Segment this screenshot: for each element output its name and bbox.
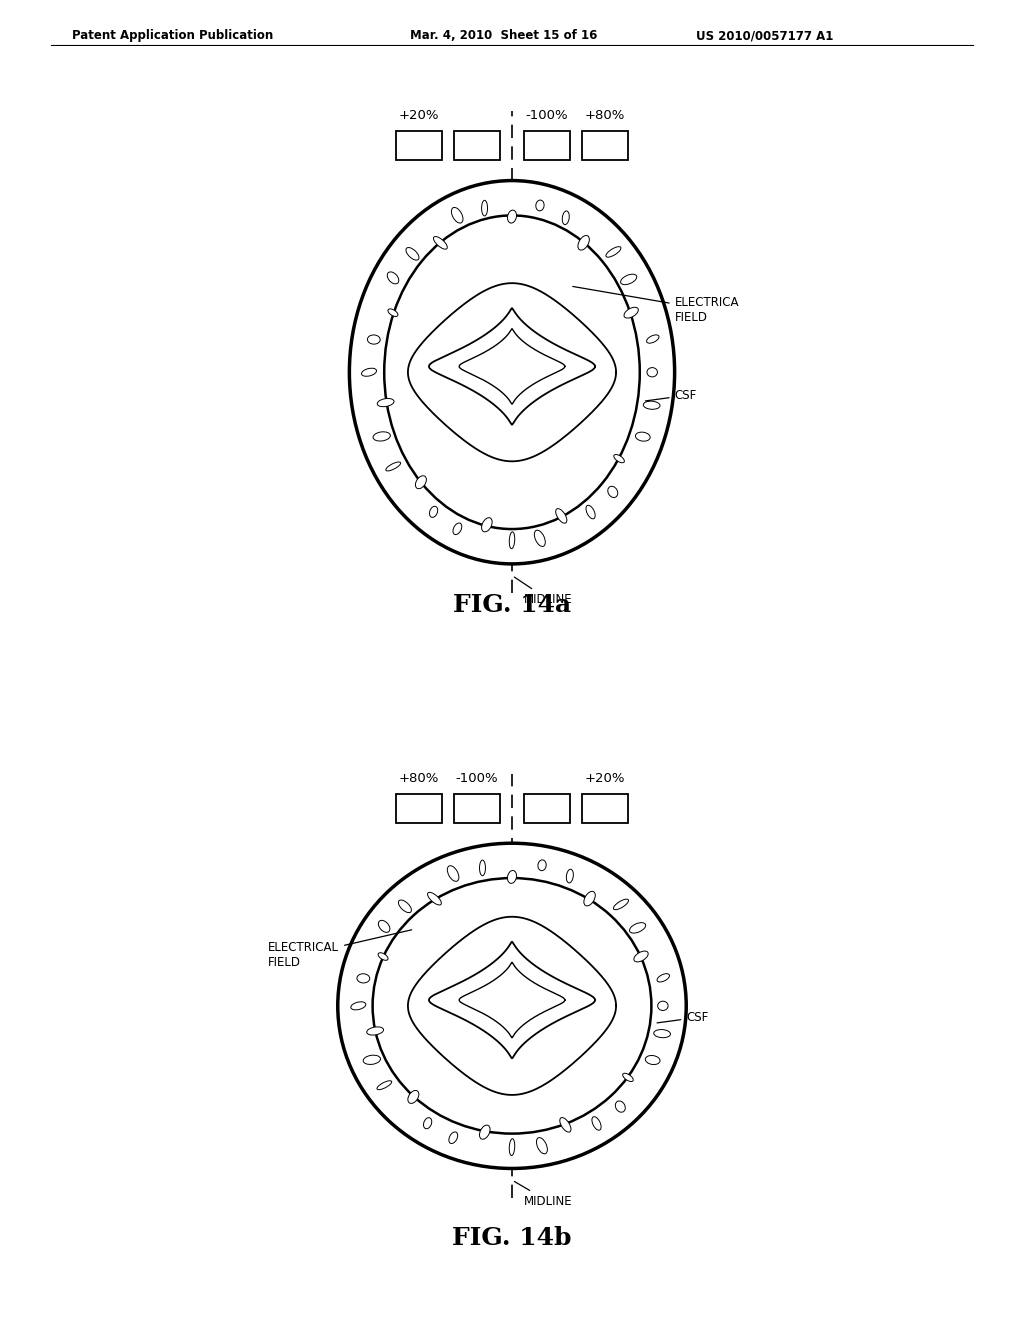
Bar	[454, 131, 501, 160]
Ellipse shape	[364, 1055, 381, 1064]
Ellipse shape	[536, 201, 544, 211]
Text: +80%: +80%	[585, 110, 625, 123]
Text: Patent Application Publication: Patent Application Publication	[72, 29, 273, 42]
Ellipse shape	[479, 1125, 490, 1139]
Ellipse shape	[608, 486, 617, 498]
Ellipse shape	[373, 878, 651, 1134]
Text: +20%: +20%	[585, 772, 626, 785]
Text: ELECTRICA
FIELD: ELECTRICA FIELD	[572, 286, 739, 323]
Ellipse shape	[586, 506, 595, 519]
Ellipse shape	[592, 1117, 601, 1130]
Ellipse shape	[535, 531, 546, 546]
Ellipse shape	[508, 870, 516, 883]
Ellipse shape	[377, 1081, 392, 1090]
Text: CSF: CSF	[657, 1011, 709, 1024]
Ellipse shape	[657, 1001, 668, 1011]
Bar	[582, 131, 628, 160]
Text: US 2010/0057177 A1: US 2010/0057177 A1	[696, 29, 834, 42]
Ellipse shape	[481, 201, 487, 216]
Ellipse shape	[388, 309, 398, 317]
Ellipse shape	[537, 1138, 548, 1154]
Text: ELECTRICAL
FIELD: ELECTRICAL FIELD	[268, 929, 412, 969]
Ellipse shape	[606, 247, 621, 257]
Text: CSF: CSF	[645, 389, 697, 403]
Ellipse shape	[377, 399, 394, 407]
Ellipse shape	[373, 432, 390, 441]
Bar	[523, 793, 570, 822]
Ellipse shape	[398, 900, 412, 912]
Ellipse shape	[646, 335, 659, 343]
Ellipse shape	[379, 920, 390, 932]
Ellipse shape	[433, 236, 447, 249]
Ellipse shape	[643, 401, 660, 409]
Ellipse shape	[349, 181, 675, 564]
Text: Mar. 4, 2010  Sheet 15 of 16: Mar. 4, 2010 Sheet 15 of 16	[410, 29, 597, 42]
Ellipse shape	[538, 859, 546, 871]
Ellipse shape	[578, 235, 590, 249]
Ellipse shape	[338, 843, 686, 1168]
Ellipse shape	[368, 335, 380, 345]
Bar	[582, 793, 628, 822]
Ellipse shape	[621, 275, 637, 285]
Ellipse shape	[447, 866, 459, 882]
Bar	[396, 131, 442, 160]
Ellipse shape	[387, 272, 398, 284]
Ellipse shape	[416, 475, 426, 488]
Text: MIDLINE: MIDLINE	[514, 577, 572, 606]
Ellipse shape	[509, 532, 515, 549]
Ellipse shape	[645, 1056, 660, 1064]
Ellipse shape	[429, 507, 437, 517]
Ellipse shape	[560, 1118, 571, 1133]
Ellipse shape	[613, 899, 629, 909]
Ellipse shape	[647, 367, 657, 378]
Ellipse shape	[481, 517, 493, 532]
Ellipse shape	[624, 308, 638, 318]
Bar	[396, 793, 442, 822]
Ellipse shape	[449, 1133, 458, 1143]
Ellipse shape	[613, 454, 625, 463]
Ellipse shape	[453, 523, 462, 535]
Ellipse shape	[623, 1073, 633, 1081]
Ellipse shape	[566, 870, 573, 883]
Ellipse shape	[378, 953, 388, 961]
Ellipse shape	[428, 892, 441, 906]
Ellipse shape	[357, 974, 370, 983]
Ellipse shape	[408, 1090, 419, 1104]
Ellipse shape	[361, 368, 377, 376]
Text: FIG. 14b: FIG. 14b	[453, 1226, 571, 1250]
Ellipse shape	[615, 1101, 626, 1113]
Ellipse shape	[367, 1027, 384, 1035]
Ellipse shape	[452, 207, 463, 223]
Ellipse shape	[424, 1118, 432, 1129]
Ellipse shape	[636, 432, 650, 441]
Text: -100%: -100%	[456, 772, 499, 785]
Text: -100%: -100%	[525, 110, 568, 123]
Ellipse shape	[630, 923, 646, 933]
Ellipse shape	[653, 1030, 671, 1038]
Ellipse shape	[384, 215, 640, 529]
Bar	[523, 131, 570, 160]
Ellipse shape	[634, 952, 648, 962]
Ellipse shape	[562, 211, 569, 224]
Ellipse shape	[556, 508, 567, 523]
Bar	[454, 793, 501, 822]
Ellipse shape	[479, 861, 485, 875]
Ellipse shape	[657, 974, 670, 982]
Ellipse shape	[351, 1002, 366, 1010]
Ellipse shape	[406, 248, 419, 260]
Text: MIDLINE: MIDLINE	[514, 1181, 572, 1208]
Ellipse shape	[509, 1139, 515, 1155]
Text: FIG. 14a: FIG. 14a	[453, 593, 571, 616]
Text: +80%: +80%	[399, 772, 439, 785]
Ellipse shape	[508, 210, 516, 223]
Ellipse shape	[584, 891, 595, 906]
Ellipse shape	[386, 462, 400, 471]
Text: +20%: +20%	[398, 110, 439, 123]
